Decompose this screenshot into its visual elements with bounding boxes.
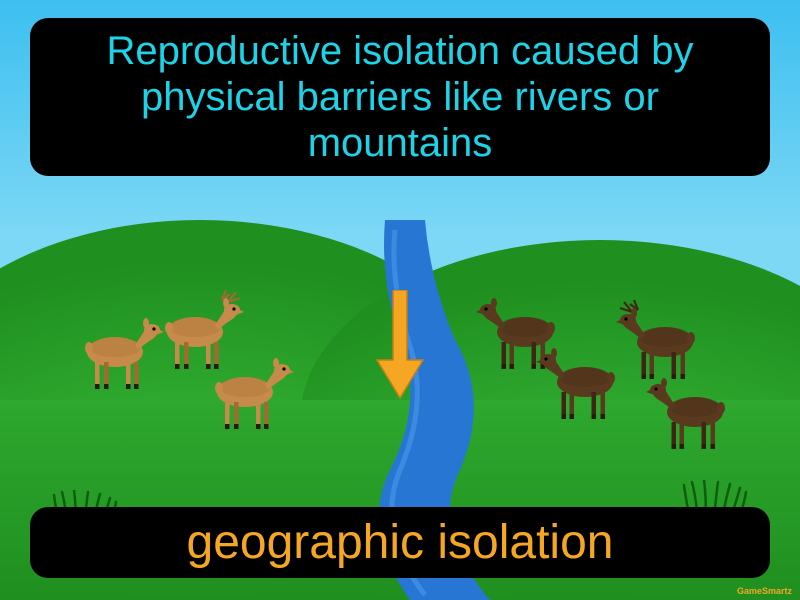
term-box: geographic isolation <box>30 507 770 578</box>
deer-right <box>610 300 690 370</box>
term-text: geographic isolation <box>187 516 614 569</box>
down-arrow-icon <box>375 290 425 400</box>
deer-left <box>70 310 150 380</box>
deer-left <box>200 350 280 420</box>
definition-box: Reproductive isolation caused by physica… <box>30 18 770 176</box>
scene-container: Reproductive isolation caused by physica… <box>0 0 800 600</box>
definition-text: Reproductive isolation caused by physica… <box>106 29 693 165</box>
deer-right <box>530 340 610 410</box>
deer-right <box>640 370 720 440</box>
watermark: GameSmartz <box>737 586 792 596</box>
